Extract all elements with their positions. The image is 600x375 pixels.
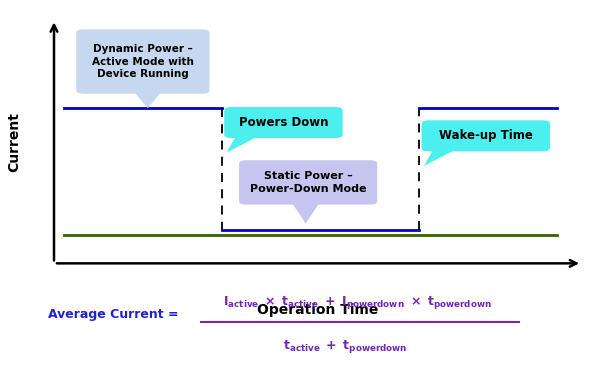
Text: Dynamic Power –
Active Mode with
Device Running: Dynamic Power – Active Mode with Device … <box>92 44 194 80</box>
Polygon shape <box>133 90 163 108</box>
FancyBboxPatch shape <box>422 120 550 152</box>
Polygon shape <box>227 135 261 153</box>
FancyBboxPatch shape <box>239 160 377 205</box>
Text: Wake-up Time: Wake-up Time <box>439 129 533 142</box>
Text: Operation Time: Operation Time <box>257 303 379 317</box>
Text: Average Current =: Average Current = <box>48 308 183 321</box>
Text: $\mathbf{t}_{\mathbf{active}}$$\mathbf{\ +\ }$$\mathbf{t}_{\mathbf{powerdown}}$: $\mathbf{t}_{\mathbf{active}}$$\mathbf{\… <box>283 338 407 355</box>
Text: Static Power –
Power-Down Mode: Static Power – Power-Down Mode <box>250 171 367 194</box>
Text: Current: Current <box>7 112 22 172</box>
Text: Powers Down: Powers Down <box>239 116 328 129</box>
FancyBboxPatch shape <box>76 29 209 94</box>
Text: $\mathbf{I}_{\mathbf{active}}$$\mathbf{\ \times\ }$$\mathbf{t}_{\mathbf{active}}: $\mathbf{I}_{\mathbf{active}}$$\mathbf{\… <box>223 294 491 310</box>
FancyBboxPatch shape <box>224 107 343 138</box>
Polygon shape <box>291 201 320 223</box>
Polygon shape <box>424 148 458 166</box>
